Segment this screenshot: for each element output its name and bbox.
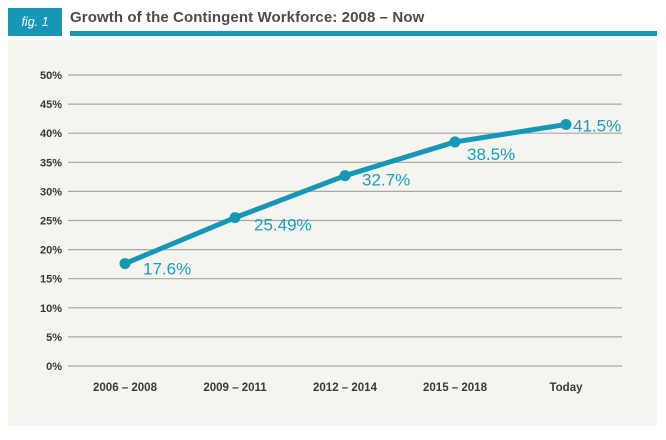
x-axis-category-label: 2009 – 2011 xyxy=(203,382,267,394)
x-axis-category-label: 2015 – 2018 xyxy=(423,382,488,394)
y-axis-tick-label: 30% xyxy=(40,186,62,198)
y-axis-tick-label: 40% xyxy=(40,128,62,140)
data-point xyxy=(560,118,572,130)
title-underline-bar xyxy=(70,31,657,36)
y-axis-tick-label: 5% xyxy=(46,332,62,344)
y-axis-tick-label: 45% xyxy=(40,99,62,111)
figure-badge-label: fig. 1 xyxy=(21,15,49,29)
page-title: Growth of the Contingent Workforce: 2008… xyxy=(70,9,425,26)
data-point-label: 38.5% xyxy=(467,145,515,164)
y-axis-tick-label: 15% xyxy=(40,274,62,286)
y-axis-tick-label: 25% xyxy=(40,216,62,228)
y-axis-tick-label: 10% xyxy=(40,303,62,315)
data-point-label: 17.6% xyxy=(143,260,191,279)
y-axis-tick-label: 20% xyxy=(40,245,62,257)
x-axis-category-label: Today xyxy=(549,382,583,394)
chart-panel: 0% 5% 10% 15% 20% 25% 30% 35% 40% 45% 50% 2006 – 20… xyxy=(8,40,657,426)
data-point-label: 41.5% xyxy=(573,116,621,135)
y-axis-tick-label: 0% xyxy=(46,361,62,373)
y-axis-tick-label: 50% xyxy=(40,70,62,82)
data-point xyxy=(339,170,351,182)
data-point xyxy=(229,212,241,224)
data-point xyxy=(119,258,131,270)
data-point-label: 25.49% xyxy=(254,216,312,235)
y-axis-tick-label: 35% xyxy=(40,157,62,169)
figure-badge: fig. 1 xyxy=(8,8,62,36)
data-point xyxy=(449,136,461,148)
line-chart-svg: 0% 5% 10% 15% 20% 25% 30% 35% 40% 45% 50% 2006 – 20… xyxy=(40,70,622,394)
x-axis-category-label: 2006 – 2008 xyxy=(93,382,158,394)
data-point-label: 32.7% xyxy=(362,171,410,190)
x-axis-category-label: 2012 – 2014 xyxy=(313,382,378,394)
